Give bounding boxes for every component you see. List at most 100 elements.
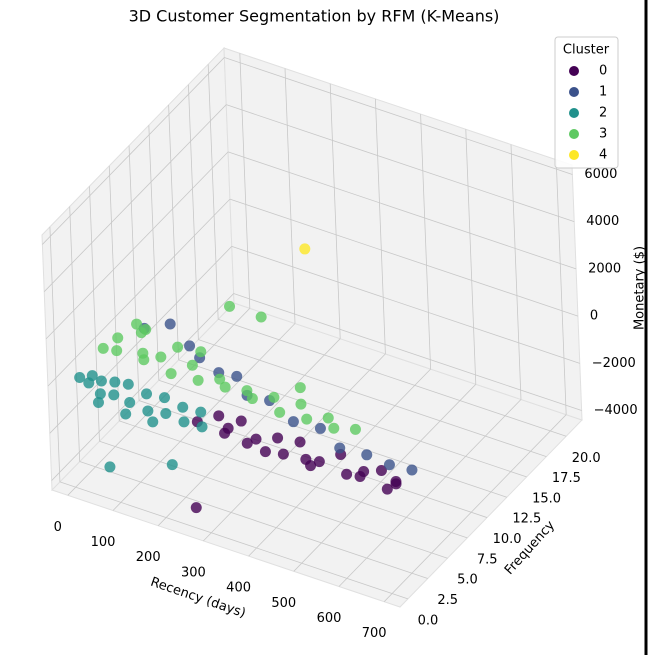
point	[164, 318, 176, 330]
grid-line	[226, 104, 575, 223]
point	[301, 413, 313, 425]
point	[294, 382, 306, 394]
grid-line	[51, 293, 234, 481]
point	[287, 416, 299, 428]
x-tick-label: 700	[362, 626, 387, 641]
point	[155, 351, 167, 363]
grid-line	[510, 144, 522, 400]
point	[108, 389, 120, 401]
z-tick-label: −2000	[592, 356, 636, 371]
y-tick-label: 2.5	[437, 593, 458, 608]
grid-line	[99, 440, 448, 559]
grid-line	[224, 57, 573, 175]
x-tick-label: 200	[136, 550, 161, 565]
y-tick-label: 7.5	[477, 552, 498, 567]
point	[406, 464, 418, 476]
x-tick-label: 600	[317, 611, 342, 626]
point	[97, 342, 109, 354]
grid-line	[233, 293, 582, 411]
point	[158, 392, 170, 404]
grid-line	[69, 206, 81, 462]
legend-marker	[569, 108, 579, 118]
grid-line	[555, 159, 567, 415]
grid-line	[128, 145, 140, 401]
point	[92, 396, 104, 408]
grid-line	[198, 339, 547, 457]
point	[322, 412, 334, 424]
point	[341, 468, 353, 480]
point	[192, 374, 204, 386]
point	[375, 465, 387, 477]
y-tick-label: 0.0	[418, 613, 439, 628]
point	[172, 341, 184, 353]
point	[166, 459, 178, 471]
legend-label: 0	[599, 64, 607, 79]
point	[383, 459, 395, 471]
grid-line	[465, 129, 477, 385]
point	[196, 421, 208, 433]
grid-line	[42, 57, 225, 245]
point	[277, 448, 289, 460]
grid-line	[47, 198, 231, 387]
x-tick-label: 300	[181, 565, 206, 580]
grid-line	[203, 353, 386, 542]
chart-title: 3D Customer Segmentation by RFM (K-Means…	[129, 7, 500, 26]
y-tick-label: 10.0	[493, 532, 522, 547]
point	[358, 466, 370, 478]
point	[104, 461, 116, 473]
point	[83, 377, 95, 389]
tick-labels: 0 100 200 300 400 500 600 700 0.0 2.5 5.0 7.5 10.0 12…	[54, 167, 638, 641]
point	[235, 415, 247, 427]
legend-label: 2	[599, 106, 607, 121]
point	[112, 332, 124, 344]
grid-line	[231, 245, 580, 364]
point	[305, 460, 317, 472]
point	[142, 405, 154, 417]
point	[94, 388, 106, 400]
point	[241, 437, 253, 449]
grid-line	[168, 104, 180, 360]
grid-line	[49, 226, 61, 482]
grid-line	[148, 125, 160, 381]
grid-line	[79, 461, 428, 579]
point	[390, 476, 402, 488]
point	[361, 449, 373, 461]
point	[219, 381, 231, 393]
point	[268, 391, 280, 403]
point	[328, 422, 340, 434]
grid-line	[248, 368, 431, 557]
panes	[41, 46, 583, 608]
z-axis-label: Monetary ($)	[633, 246, 648, 330]
x-tick-label: 0	[54, 520, 62, 535]
point	[165, 368, 177, 380]
point	[294, 436, 306, 448]
grid-line	[218, 318, 567, 437]
point	[231, 370, 243, 382]
point	[160, 407, 172, 419]
grid-line	[112, 323, 296, 511]
legend-label: 4	[599, 148, 607, 163]
z-tick-label: 0	[590, 309, 598, 324]
y-tick-label: 20.0	[572, 451, 601, 466]
grid-line	[338, 399, 522, 587]
grid-line	[158, 379, 507, 498]
point	[313, 456, 325, 468]
point	[349, 423, 361, 435]
y-tick-label: 12.5	[512, 512, 541, 527]
point	[250, 433, 262, 445]
z-tick-label: 4000	[586, 214, 619, 229]
point	[178, 416, 190, 428]
legend: Cluster 0 1 2 3 4	[554, 36, 619, 169]
points	[74, 243, 418, 514]
grid-line	[43, 104, 227, 292]
grid-line	[119, 420, 468, 539]
grid	[42, 53, 582, 602]
legend-label: 3	[599, 127, 607, 142]
grid-line	[49, 246, 233, 434]
point	[222, 422, 234, 434]
grid-line	[187, 84, 199, 340]
point	[214, 373, 226, 385]
point	[246, 393, 258, 405]
legend-marker	[569, 87, 579, 97]
point	[122, 378, 134, 390]
